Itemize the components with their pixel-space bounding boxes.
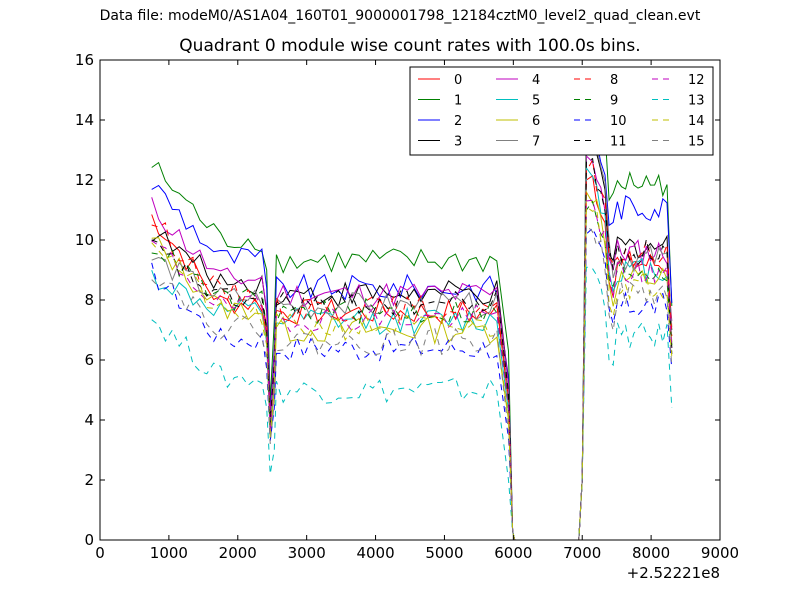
legend-box bbox=[409, 66, 714, 156]
legend-label-0: 0 bbox=[454, 73, 462, 88]
x-tick-label: 7000 bbox=[563, 544, 601, 562]
x-tick-label: 0 bbox=[95, 544, 105, 562]
x-tick-label: 9000 bbox=[701, 544, 739, 562]
y-tick-label: 16 bbox=[75, 51, 94, 69]
axis-ticks: 0 1000 2000 3000 4000 5000 6000 7000 8000 9000 0 2 4… bbox=[75, 51, 739, 562]
series-line-14 bbox=[151, 206, 673, 541]
y-tick-label: 10 bbox=[75, 231, 94, 249]
y-tick-label: 8 bbox=[84, 291, 94, 309]
series-line-6 bbox=[151, 190, 673, 541]
legend-label-12: 12 bbox=[688, 73, 705, 88]
legend-label-13: 13 bbox=[688, 94, 705, 109]
legend-label-1: 1 bbox=[454, 94, 462, 109]
series-line-8 bbox=[151, 158, 673, 541]
x-tick-label: 5000 bbox=[425, 544, 463, 562]
series-line-7 bbox=[151, 95, 673, 541]
x-tick-label: 1000 bbox=[150, 544, 188, 562]
series-line-1 bbox=[151, 99, 673, 541]
legend-label-14: 14 bbox=[688, 114, 705, 129]
y-tick-label: 14 bbox=[75, 111, 94, 129]
series-lines bbox=[151, 95, 673, 541]
series-line-13 bbox=[151, 266, 673, 541]
x-tick-label: 6000 bbox=[494, 544, 532, 562]
legend-label-3: 3 bbox=[454, 135, 462, 150]
legend-label-2: 2 bbox=[454, 114, 462, 129]
legend-label-4: 4 bbox=[532, 73, 540, 88]
x-tick-label: 8000 bbox=[632, 544, 670, 562]
y-tick-label: 6 bbox=[84, 351, 94, 369]
legend-label-10: 10 bbox=[610, 114, 627, 129]
legend-label-6: 6 bbox=[532, 114, 540, 129]
series-line-10 bbox=[151, 227, 673, 541]
y-tick-label: 0 bbox=[84, 531, 94, 549]
series-line-9 bbox=[151, 200, 673, 541]
x-tick-label: 4000 bbox=[356, 544, 394, 562]
y-tick-label: 2 bbox=[84, 471, 94, 489]
series-line-11 bbox=[151, 157, 673, 541]
series-line-12 bbox=[151, 199, 673, 541]
series-line-0 bbox=[151, 175, 673, 541]
chart-title: Quadrant 0 module wise count rates with … bbox=[179, 36, 641, 56]
x-tick-label: 3000 bbox=[288, 544, 326, 562]
legend-label-11: 11 bbox=[610, 135, 627, 150]
y-tick-label: 4 bbox=[84, 411, 94, 429]
legend-label-15: 15 bbox=[688, 135, 705, 150]
series-line-3 bbox=[151, 149, 673, 541]
legend-label-5: 5 bbox=[532, 94, 540, 109]
series-line-15 bbox=[151, 223, 673, 541]
x-offset-label: +2.52221e8 bbox=[627, 564, 720, 582]
y-tick-label: 12 bbox=[75, 171, 94, 189]
legend-label-9: 9 bbox=[610, 94, 618, 109]
figure-suptitle: Data file: modeM0/AS1A04_160T01_90000017… bbox=[99, 8, 701, 24]
legend-label-8: 8 bbox=[610, 73, 618, 88]
legend-label-7: 7 bbox=[532, 135, 540, 150]
series-line-5 bbox=[151, 166, 673, 541]
series-line-2 bbox=[151, 134, 673, 541]
x-tick-label: 2000 bbox=[219, 544, 257, 562]
series-line-4 bbox=[151, 154, 673, 541]
